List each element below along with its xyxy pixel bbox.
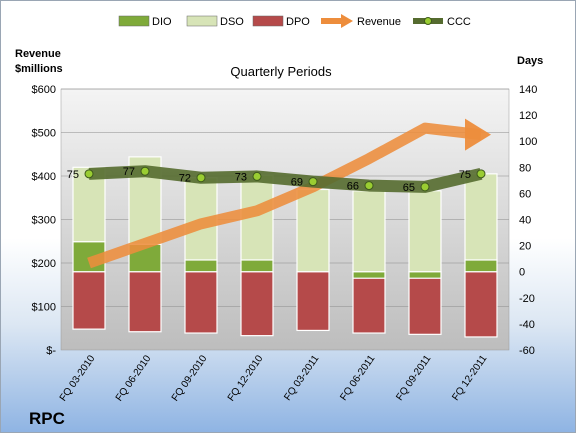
bar-dio [408,271,442,279]
revenue-line [87,122,482,269]
ccc-data-label: 77 [123,166,135,178]
bar-dso [464,173,498,261]
ccc-marker [364,181,374,191]
left-tick-label: $- [46,345,56,357]
bar-dso [352,190,386,273]
right-tick-label: 80 [519,162,531,174]
right-tick-label: 0 [519,267,525,279]
bar-dpo [408,271,442,335]
bar-dpo [464,271,498,338]
right-tick-label: 60 [519,188,531,200]
left-axis-label-line2: $millions [15,63,63,75]
bar-dso [296,188,330,273]
bar-dpo [72,271,106,330]
ccc-marker [308,177,318,187]
left-axis-label-line1: Revenue [15,48,61,60]
right-tick-label: 120 [519,110,537,122]
ccc-data-label: 66 [347,181,359,193]
ccc-marker [84,169,94,179]
left-tick-label: $500 [32,128,56,140]
bar-dpo [184,271,218,334]
category-label: FQ 03-2010 [58,353,98,403]
left-tick-label: $100 [32,302,56,314]
ccc-data-label: 75 [67,169,79,181]
bar-dpo [352,271,386,334]
ccc-data-label: 72 [179,173,191,185]
legend-swatch-dso [186,15,218,27]
ccc-data-label: 65 [403,182,415,194]
left-tick-label: $400 [32,171,56,183]
legend-swatch-dio [118,15,150,27]
bar-dpo [296,271,330,332]
legend-swatch-dpo [252,15,284,27]
legend-label-ccc: CCC [447,16,471,28]
legend-label-dio: DIO [152,16,172,28]
bar-dio [184,259,218,273]
category-label: FQ 06-2010 [114,353,154,403]
ccc-data-label: 69 [291,177,303,189]
ccc-line [88,165,483,193]
revenue-arrowhead [465,118,491,151]
right-tick-label: 40 [519,215,531,227]
ccc-marker [140,166,150,176]
left-tick-label: $300 [32,215,56,227]
bar-dso [408,190,442,273]
right-tick-label: 20 [519,241,531,253]
category-label: FQ 12-2010 [226,353,266,403]
ccc-data-label: 73 [235,171,247,183]
company-label: RPC [29,409,65,428]
chart-title: Quarterly Periods [230,64,332,79]
legend-label-revenue: Revenue [357,16,401,28]
bar-dpo [240,271,274,337]
category-label: FQ 03-2011 [282,353,321,403]
category-label: FQ 09-2010 [170,353,210,403]
left-tick-label: $600 [32,84,56,96]
ccc-data-label: 75 [459,169,471,181]
legend-arrowhead-revenue [341,14,353,28]
legend-label-dpo: DPO [286,16,310,28]
legend-marker-ccc [424,17,432,25]
bar-dpo [128,271,162,333]
right-tick-label: -60 [519,345,535,357]
bar-dio [352,271,386,279]
bar-dso [72,166,106,243]
bar-dio [240,259,274,273]
right-tick-label: -40 [519,319,535,331]
category-label: FQ 09-2011 [394,353,433,403]
category-label: FQ 12-2011 [450,353,489,403]
ccc-marker [476,169,486,179]
ccc-marker [420,182,430,192]
left-tick-label: $200 [32,258,56,270]
category-label: FQ 06-2011 [338,353,377,403]
ccc-marker [252,171,262,181]
right-axis-label: Days [517,55,543,67]
right-tick-label: -20 [519,293,535,305]
bar-dio [464,259,498,273]
right-tick-label: 140 [519,84,537,96]
legend-label-dso: DSO [220,16,244,28]
ccc-marker [196,173,206,183]
right-tick-label: 100 [519,136,537,148]
